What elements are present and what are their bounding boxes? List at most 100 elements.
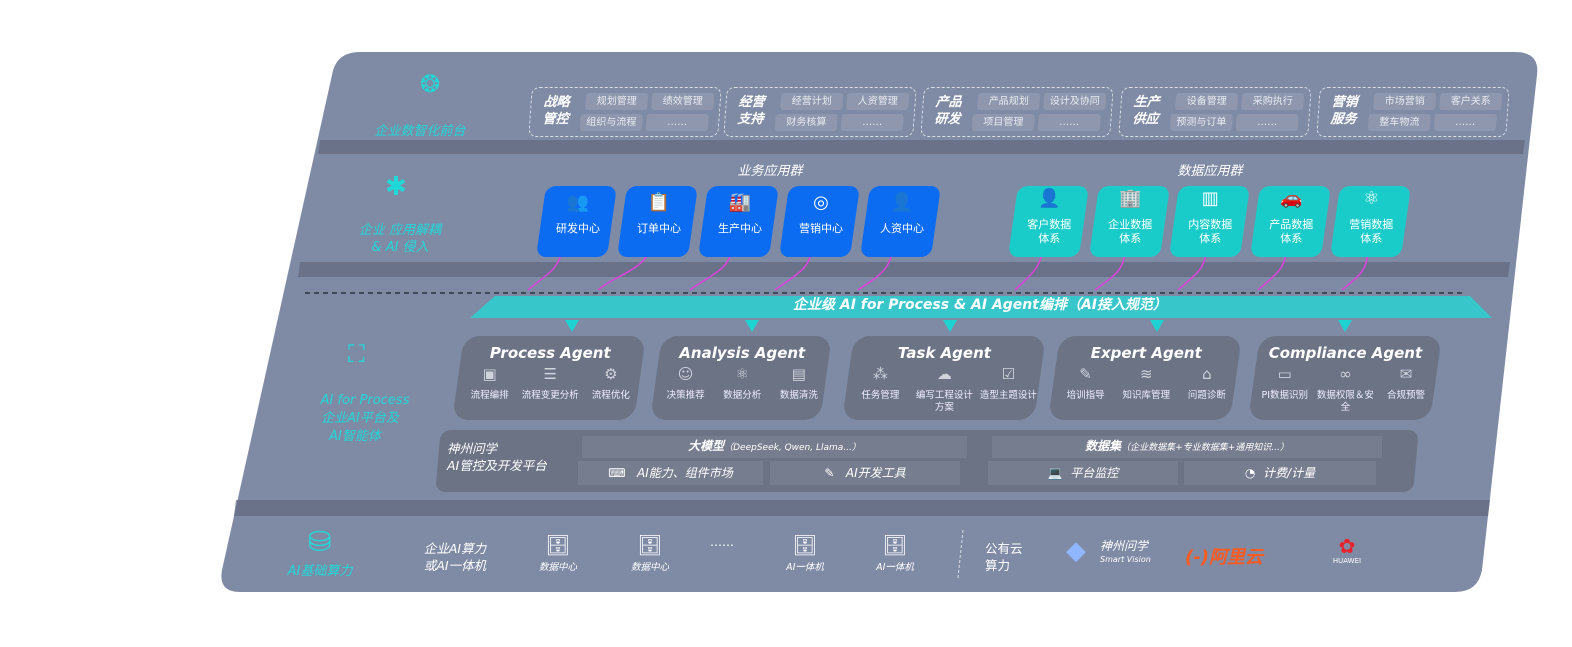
data-clean-icon: ▤ <box>791 365 806 383</box>
large-model-note: （DeepSeek, Qwen, Llama...） <box>724 443 861 453</box>
ai-market-bar[interactable]: ⌨ AI能力、组件市场 <box>578 461 763 485</box>
group-item[interactable]: 组织与流程 <box>579 114 643 131</box>
group-item[interactable]: 采购执行 <box>1241 93 1305 110</box>
data-app-card[interactable]: 🚗 产品数据 体系 <box>1250 186 1331 257</box>
large-model-label: 大模型 <box>688 439 725 453</box>
group-item[interactable]: …… <box>645 114 709 131</box>
public-compute: 公有云 算力 <box>985 540 1023 574</box>
large-model-bar: 大模型（DeepSeek, Qwen, Llama...） <box>582 436 967 458</box>
platform-name-2: AI管控及开发平台 <box>447 458 547 473</box>
link-icon: ∞ <box>1339 365 1352 383</box>
down-arrow-icon <box>565 320 579 332</box>
business-app-card[interactable]: 👤 人资中心 <box>860 186 941 257</box>
group-item[interactable]: 财务核算 <box>774 114 838 131</box>
head-icon: ☺ <box>677 365 694 383</box>
group-item[interactable]: 项目管理 <box>971 114 1035 131</box>
network-icon: ⁂ <box>872 365 888 383</box>
compute-item: 🗄 数据中心 <box>528 533 588 573</box>
group-item[interactable]: 客户关系 <box>1439 93 1503 110</box>
group-item[interactable]: …… <box>1433 114 1497 131</box>
agent-name: Process Agent <box>489 344 611 362</box>
huawei-petal-icon: ✿ <box>1338 534 1356 558</box>
group-item[interactable]: 人资管理 <box>846 93 910 110</box>
checklist-icon: ☑ <box>1001 365 1016 383</box>
person-icon: 👤 <box>890 192 914 213</box>
front-group: 产品研发 产品规划 设计及协同 项目管理 …… <box>920 87 1114 137</box>
data-app-card[interactable]: ▥ 内容数据 体系 <box>1169 186 1250 257</box>
agent-card[interactable]: Task Agent ⁂ 任务管理 ☁ 编写工程设计方案 ☑ 造型主题设计 <box>842 336 1046 420</box>
smart-vision-logo-icon: ◆ <box>1066 536 1086 566</box>
list-settings-icon: ☰ <box>543 365 557 383</box>
business-app-card[interactable]: 📋 订单中心 <box>617 186 698 257</box>
agent-card[interactable]: Expert Agent ✎ 培训指导 ≋ 知识库管理 ⌂ 问题诊断 <box>1048 336 1242 420</box>
compute-layer-label: AI基础算力 <box>287 564 353 579</box>
business-app-card[interactable]: 🏭 生产中心 <box>698 186 779 257</box>
monitor-bar[interactable]: 💻 平台监控 <box>988 461 1178 485</box>
dataset-note: （企业数据集+专业数据集+通用知识...） <box>1121 443 1289 453</box>
group-item[interactable]: 规划管理 <box>585 93 649 110</box>
down-arrow-icon <box>1338 320 1352 332</box>
agent-capability: ∞ 数据权限＆安全 <box>1316 365 1374 413</box>
group-item[interactable]: 经营计划 <box>780 93 844 110</box>
card-label: 订单中心 <box>636 222 681 235</box>
chart-window-icon: ▣ <box>482 365 497 383</box>
group-title: 产品研发 <box>933 95 963 127</box>
compute-item: 🗄 AI一体机 <box>865 533 925 573</box>
agent-capability: ☰ 流程变更分析 <box>521 365 579 401</box>
group-item[interactable]: …… <box>840 114 904 131</box>
group-item[interactable]: 整车物流 <box>1367 114 1431 131</box>
monitor-label: 平台监控 <box>1070 466 1119 480</box>
ai-banner: 企业级 AI for Process & AI Agent编排（AI接入规范） <box>792 297 1168 313</box>
agent-name: Expert Agent <box>1090 344 1202 362</box>
face-scan-icon: ⛶ <box>348 340 365 368</box>
group-item[interactable]: 产品规划 <box>977 93 1041 110</box>
group-item[interactable]: …… <box>1037 114 1101 131</box>
data-app-card[interactable]: ⚛ 营销数据 体系 <box>1330 186 1411 257</box>
group-item[interactable]: 设计及协同 <box>1043 93 1107 110</box>
ai-market-label: AI能力、组件市场 <box>637 466 733 480</box>
agent-capability: ≋ 知识库管理 <box>1116 365 1176 402</box>
data-app-card[interactable]: 🏢 企业数据 体系 <box>1089 186 1170 257</box>
business-app-card[interactable]: 👥 研发中心 <box>536 186 617 257</box>
business-app-card[interactable]: ◎ 营销中心 <box>779 186 860 257</box>
target-icon: ◎ <box>813 192 829 213</box>
billing-bar[interactable]: ◔ 计费/计量 <box>1184 461 1376 485</box>
card-label: 产品数据 <box>1269 218 1314 231</box>
ai-layer-label-1: AI for Process <box>320 393 410 408</box>
front-layer-label: 企业数智化前台 <box>374 124 466 139</box>
card-label: 生产中心 <box>717 222 762 235</box>
factory-icon: 🏭 <box>728 192 752 213</box>
agent-card[interactable]: Process Agent ▣ 流程编排 ☰ 流程变更分析 ⚙ 流程优化 <box>452 336 646 420</box>
agent-card[interactable]: Compliance Agent ▭ PI数据识别 ∞ 数据权限＆安全 ✉ 合规预警 <box>1248 336 1442 420</box>
business-apps-title: 业务应用群 <box>737 164 803 179</box>
server-icon: 🗄 <box>637 533 663 557</box>
front-group: 经营支持 经营计划 人资管理 财务核算 …… <box>723 87 917 137</box>
group-item[interactable]: 市场营销 <box>1373 93 1437 110</box>
building-icon: 🏢 <box>1119 188 1142 209</box>
compute-item: 🗄 数据中心 <box>620 533 680 573</box>
group-item[interactable]: 预测与订单 <box>1169 114 1233 131</box>
card-label: 体系 <box>1280 232 1303 245</box>
down-arrow-icon <box>745 320 759 332</box>
group-title: 经营支持 <box>736 95 766 127</box>
agent-name: Compliance Agent <box>1268 344 1423 362</box>
group-item[interactable]: 绩效管理 <box>651 93 715 110</box>
molecule-icon: ✱ <box>385 172 407 202</box>
agent-card[interactable]: Analysis Agent ☺ 决策推荐 ⚛ 数据分析 ▤ 数据清洗 <box>650 336 832 420</box>
group-item[interactable]: 设备管理 <box>1175 93 1239 110</box>
ai-devtools-bar[interactable]: ✎ AI开发工具 <box>770 461 960 485</box>
server-icon: 🗄 <box>545 533 571 557</box>
data-app-card[interactable]: 👤 客户数据 体系 <box>1008 186 1089 257</box>
brain-icon: ❂ <box>420 70 441 98</box>
card-label: 营销中心 <box>798 222 843 235</box>
user-icon: 👤 <box>1038 188 1061 209</box>
smart-vision-logo: 神州问学 Smart Vision <box>1100 539 1151 565</box>
database-icon: ⛁ <box>308 525 332 558</box>
card-label: 体系 <box>1360 232 1383 245</box>
card-label: 内容数据 <box>1188 218 1233 231</box>
aliyun-logo: (-)阿里云 <box>1185 547 1263 568</box>
agent-capability: ⚛ 数据分析 <box>714 365 770 402</box>
group-item[interactable]: …… <box>1235 114 1299 131</box>
down-arrow-icon <box>943 320 957 332</box>
agent-capability: ▤ 数据清洗 <box>771 365 827 402</box>
